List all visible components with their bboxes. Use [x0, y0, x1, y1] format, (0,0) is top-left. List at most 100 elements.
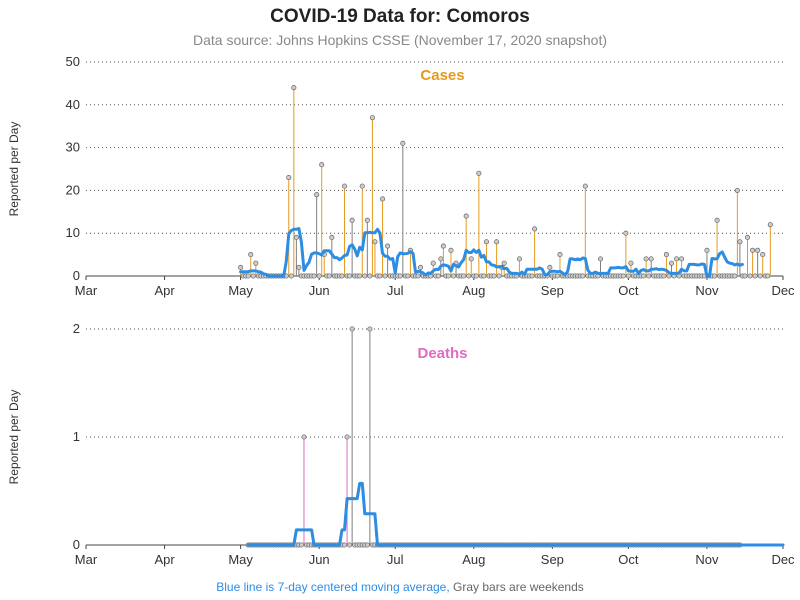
daily-point — [448, 247, 454, 253]
daily-point — [679, 256, 685, 262]
daily-point — [301, 434, 307, 440]
daily-point — [418, 264, 424, 270]
daily-point — [757, 273, 763, 279]
daily-point — [288, 273, 294, 279]
daily-point — [750, 247, 756, 253]
daily-point — [712, 273, 718, 279]
daily-point — [400, 140, 406, 146]
x-tick-label: Jul — [387, 283, 404, 298]
daily-point — [641, 273, 647, 279]
daily-point — [483, 239, 490, 245]
moving-average-line — [239, 227, 744, 278]
daily-point — [494, 239, 500, 245]
x-tick-label: Sep — [541, 552, 564, 567]
daily-point — [382, 273, 388, 279]
y-tick-label: 40 — [66, 97, 80, 112]
y-tick-label: 0 — [73, 537, 80, 552]
daily-point — [620, 273, 626, 279]
daily-point — [481, 273, 487, 279]
daily-point — [466, 273, 472, 279]
x-tick-label: Jun — [309, 552, 330, 567]
daily-point — [597, 256, 604, 262]
daily-point — [397, 273, 403, 279]
daily-point — [732, 273, 738, 279]
daily-point — [344, 434, 350, 440]
daily-point — [250, 273, 256, 279]
moving-average-line — [246, 481, 785, 547]
daily-point — [445, 273, 451, 279]
daily-point — [245, 273, 251, 279]
x-tick-label: May — [228, 552, 253, 567]
daily-point — [369, 115, 375, 121]
daily-point — [438, 256, 444, 262]
daily-point — [673, 256, 680, 262]
daily-point — [430, 260, 436, 266]
x-tick-label: Nov — [695, 552, 719, 567]
daily-point — [704, 247, 710, 253]
daily-point — [339, 273, 345, 279]
daily-point — [648, 256, 654, 262]
daily-point — [554, 273, 560, 279]
daily-point — [765, 273, 771, 279]
chart-subtitle: Data source: Johns Hopkins CSSE (Novembe… — [193, 32, 607, 48]
daily-point — [663, 252, 669, 258]
y-axis-label: Reported per Day — [7, 390, 21, 485]
footnote-average: Blue line is 7-day centered moving avera… — [216, 580, 450, 594]
daily-point — [744, 234, 751, 241]
x-tick-label: Oct — [618, 283, 639, 298]
daily-point — [367, 273, 373, 279]
daily-point — [476, 170, 482, 176]
x-tick-label: Mar — [75, 552, 98, 567]
daily-point — [547, 264, 553, 270]
daily-point — [529, 273, 535, 279]
daily-point — [341, 183, 348, 189]
daily-point — [347, 542, 353, 548]
x-tick-label: Dec — [771, 283, 795, 298]
daily-point — [737, 239, 743, 245]
daily-point — [661, 273, 667, 279]
y-tick-label: 30 — [66, 140, 80, 155]
daily-point — [742, 273, 748, 279]
x-tick-label: Jun — [309, 283, 330, 298]
daily-point — [379, 196, 386, 202]
x-tick-label: Aug — [462, 283, 485, 298]
daily-point — [496, 273, 502, 279]
y-axis-label: Reported per Day — [7, 122, 21, 217]
x-tick-label: May — [228, 283, 253, 298]
daily-point — [767, 222, 773, 228]
y-tick-label: 10 — [66, 225, 80, 240]
daily-point — [329, 234, 335, 241]
daily-point — [557, 252, 563, 258]
x-tick-label: Sep — [541, 283, 564, 298]
y-tick-label: 0 — [73, 268, 80, 283]
daily-point — [501, 260, 507, 266]
daily-point — [450, 273, 457, 279]
x-tick-label: Mar — [75, 283, 98, 298]
x-tick-label: Oct — [618, 552, 639, 567]
daily-point — [760, 252, 766, 258]
daily-point — [357, 273, 363, 279]
daily-point — [296, 264, 302, 270]
daily-point — [628, 260, 634, 266]
cases-panel: 0 10 20 30 40 50 Reported per Day Mar Apr May Jun J… — [7, 54, 795, 298]
daily-point — [362, 273, 368, 279]
daily-point — [311, 273, 317, 279]
daily-point — [582, 183, 588, 189]
daily-point — [341, 542, 348, 548]
daily-point — [755, 247, 761, 253]
daily-point — [319, 162, 325, 168]
y-tick-label: 1 — [73, 429, 80, 444]
panel-title: Cases — [420, 67, 464, 84]
daily-point — [248, 252, 254, 258]
daily-point — [291, 85, 297, 91]
daily-point — [516, 256, 522, 262]
daily-point — [238, 264, 244, 270]
daily-point — [747, 273, 753, 279]
daily-point — [316, 273, 322, 279]
daily-point — [668, 260, 675, 266]
chart-title: COVID-19 Data for: Comoros — [270, 6, 530, 27]
daily-point — [440, 243, 446, 249]
daily-point — [349, 217, 355, 223]
daily-point — [625, 273, 631, 279]
